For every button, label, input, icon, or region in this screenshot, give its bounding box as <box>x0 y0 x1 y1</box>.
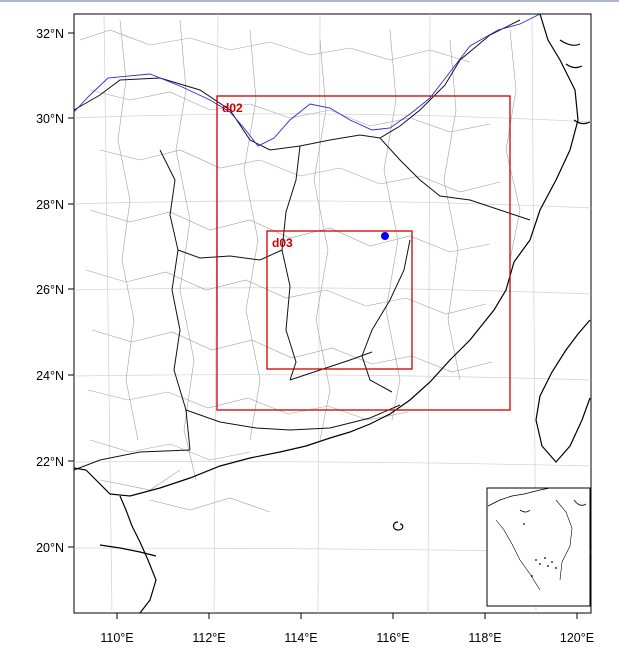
lon-label-114: 114°E <box>284 631 317 645</box>
domain-boxes: d02 d03 <box>216 95 511 411</box>
domain-label-d02: d02 <box>222 101 243 115</box>
lat-label-24: 24°N <box>36 369 64 383</box>
lon-label-120: 120°E <box>560 631 594 645</box>
lat-label-26: 26°N <box>36 283 64 297</box>
top-divider <box>0 0 619 2</box>
lon-label-118: 118°E <box>468 631 501 645</box>
lat-ticks <box>68 32 74 548</box>
county-borders <box>79 19 521 513</box>
lon-ticks <box>116 613 578 619</box>
lon-label-116: 116°E <box>376 631 409 645</box>
lat-label-20: 20°N <box>36 541 64 555</box>
coastline <box>73 13 591 614</box>
river-lines <box>73 13 541 147</box>
province-borders <box>73 19 531 471</box>
inset-map <box>486 487 591 607</box>
domain-box-d02 <box>216 95 511 411</box>
lat-label-28: 28°N <box>36 198 64 212</box>
lon-label-112: 112°E <box>192 631 225 645</box>
site-marker <box>381 232 389 240</box>
lat-label-32: 32°N <box>36 27 64 41</box>
lat-label-22: 22°N <box>36 455 64 469</box>
lon-label-110: 110°E <box>100 631 133 645</box>
domain-box-d03 <box>266 230 413 370</box>
inset-frame <box>486 487 591 607</box>
lat-label-30: 30°N <box>36 112 64 126</box>
graticule <box>73 13 592 614</box>
domain-label-d03: d03 <box>272 236 293 250</box>
